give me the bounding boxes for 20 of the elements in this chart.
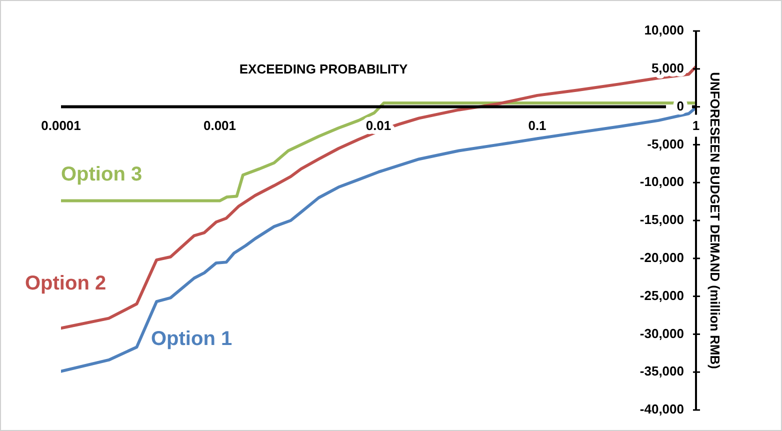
y-tick-label: 10,000	[644, 22, 684, 38]
y-tick-label: -10,000	[640, 174, 684, 190]
series-label: Option 2	[25, 272, 106, 295]
y-tick-label: -30,000	[640, 326, 684, 341]
y-tick-label: -40,000	[640, 402, 684, 417]
y-tick-label: -35,000	[640, 364, 684, 379]
series-label: Option 1	[151, 328, 232, 350]
x-tick-label: 0.001	[203, 118, 236, 133]
series-label: Option 3	[61, 163, 142, 186]
y-tick-label: -25,000	[640, 288, 684, 303]
y-tick-label: -20,000	[640, 250, 684, 265]
x-tick-label: 0.1	[528, 118, 546, 133]
x-axis-title: EXCEEDING PROBABILITY	[239, 61, 408, 76]
y-tick-label: -5,000	[647, 136, 684, 152]
x-tick-label: 0.0001	[41, 118, 81, 133]
x-tick-label: 1	[692, 118, 700, 133]
y-tick-label: 5,000	[651, 60, 684, 76]
y-axis-title: UNFORESEEN BUDGET DEMAND (million RMB)	[708, 72, 723, 369]
y-tick-label: -15,000	[640, 212, 684, 228]
x-tick-label: 0.01	[366, 118, 392, 133]
